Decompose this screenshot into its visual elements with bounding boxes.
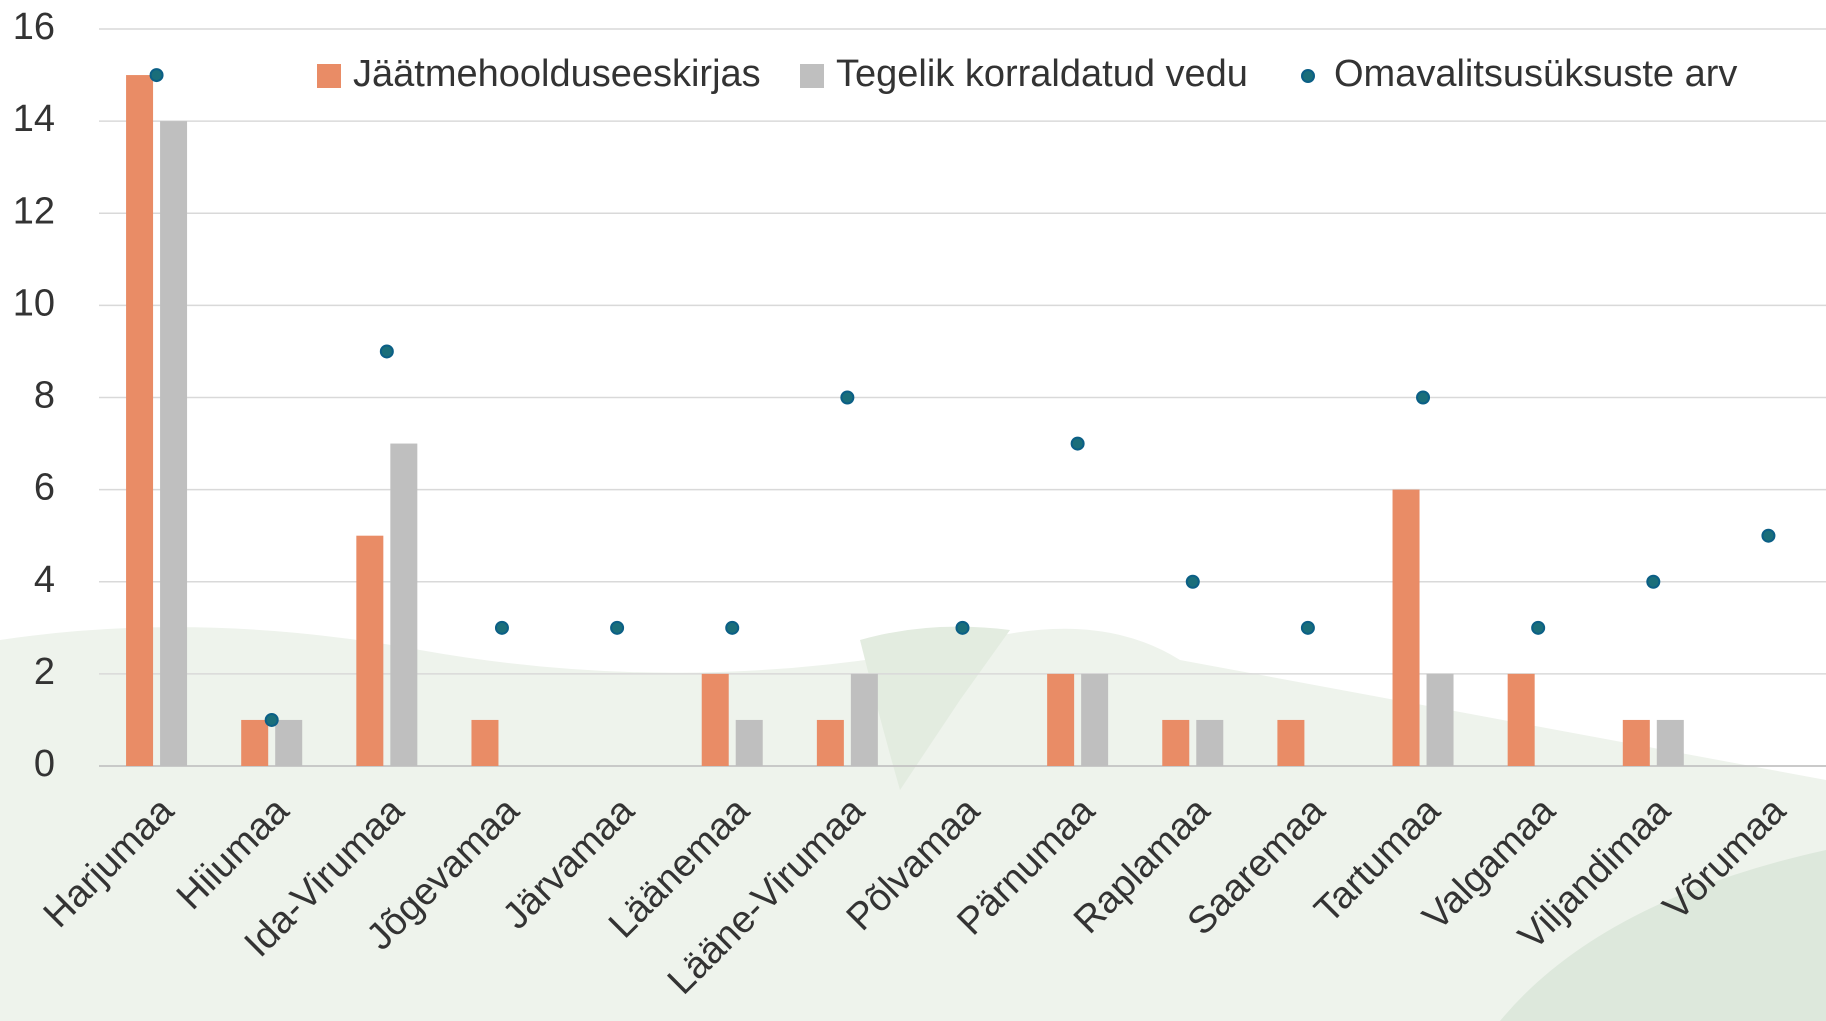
dot — [726, 622, 738, 634]
bar — [241, 720, 268, 766]
dot — [841, 392, 853, 404]
bar — [160, 121, 187, 766]
legend-label: Tegelik korraldatud vedu — [836, 53, 1248, 95]
dot — [1417, 392, 1429, 404]
legend-swatch — [317, 64, 341, 88]
dot — [1187, 576, 1199, 588]
dot — [957, 622, 969, 634]
bar — [1162, 720, 1189, 766]
dot — [611, 622, 623, 634]
legend-swatch — [1302, 70, 1314, 82]
legend-label: Omavalitsusüksuste arv — [1334, 53, 1737, 95]
dot — [1762, 530, 1774, 542]
bar — [736, 720, 763, 766]
dot — [1647, 576, 1659, 588]
bar — [1623, 720, 1650, 766]
chart: 0246810121416HarjumaaHiiumaaIda-VirumaaJ… — [0, 0, 1826, 1021]
bar — [356, 536, 383, 766]
dot — [1532, 622, 1544, 634]
bar — [1393, 490, 1420, 766]
bar — [1047, 674, 1074, 766]
legend-label: Jäätmehoolduseeskirjas — [353, 53, 761, 95]
dot — [151, 69, 163, 81]
y-tick-label: 14 — [13, 98, 55, 140]
y-tick-label: 10 — [13, 282, 55, 324]
y-tick-label: 4 — [34, 559, 55, 601]
y-tick-label: 8 — [34, 375, 55, 417]
y-tick-label: 6 — [34, 467, 55, 509]
dot — [1072, 438, 1084, 450]
dot — [496, 622, 508, 634]
y-tick-label: 12 — [13, 190, 55, 232]
bar — [1081, 674, 1108, 766]
bar — [1508, 674, 1535, 766]
dot — [381, 345, 393, 357]
bar — [390, 444, 417, 766]
bar — [1277, 720, 1304, 766]
bar — [1196, 720, 1223, 766]
legend-swatch — [800, 64, 824, 88]
bar — [851, 674, 878, 766]
dot — [1302, 622, 1314, 634]
bar — [126, 75, 153, 766]
bar — [702, 674, 729, 766]
bar — [471, 720, 498, 766]
bar — [1427, 674, 1454, 766]
bar — [1657, 720, 1684, 766]
y-tick-label: 16 — [13, 6, 55, 48]
y-tick-label: 0 — [34, 743, 55, 785]
dot — [266, 714, 278, 726]
bar — [817, 720, 844, 766]
y-tick-label: 2 — [34, 651, 55, 693]
bar — [275, 720, 302, 766]
